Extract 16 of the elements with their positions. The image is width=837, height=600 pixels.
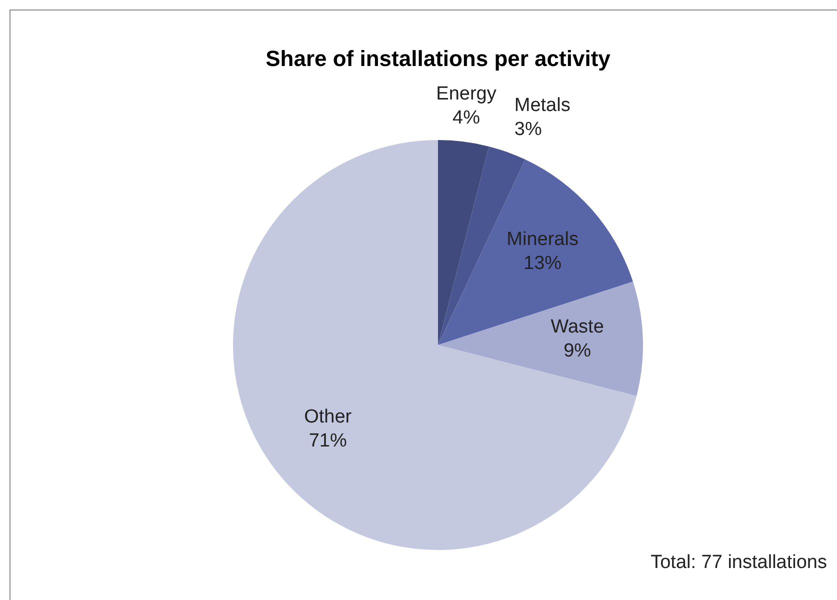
chart-title: Share of installations per activity (266, 46, 612, 71)
pie-slice (438, 282, 643, 396)
pie-slice (438, 160, 633, 345)
data-label: 3% (514, 118, 542, 140)
slice-label: Other (304, 406, 352, 428)
data-label: 9% (564, 340, 592, 362)
pie-slice (438, 140, 489, 345)
slice-label: Waste (550, 316, 604, 338)
data-label: 4% (452, 107, 480, 128)
data-label: 71% (308, 430, 347, 452)
slice-label: Metals (514, 94, 570, 116)
text: Total: 77 installations (650, 552, 827, 573)
slice-label: Minerals (506, 228, 578, 250)
pie-slice (233, 140, 637, 550)
slice-label: Energy (436, 83, 497, 104)
data-label: 13% (524, 252, 562, 274)
